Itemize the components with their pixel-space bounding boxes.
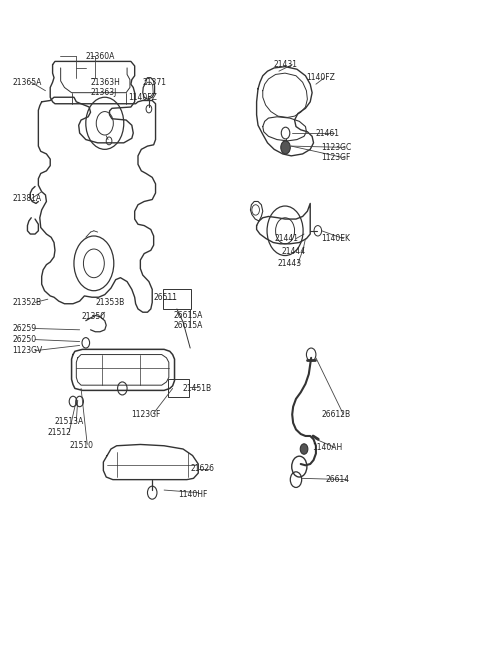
Circle shape: [300, 444, 308, 454]
Text: 26615A: 26615A: [174, 321, 203, 330]
Text: 21451B: 21451B: [182, 384, 211, 393]
Text: 26259: 26259: [12, 324, 36, 333]
Text: 21444: 21444: [282, 247, 306, 256]
Text: 1140FZ: 1140FZ: [306, 73, 336, 82]
Text: 21431: 21431: [273, 60, 297, 69]
Text: 21360A: 21360A: [86, 52, 115, 60]
Text: 21443: 21443: [277, 259, 301, 268]
Circle shape: [281, 141, 290, 154]
Text: 21441: 21441: [274, 234, 298, 243]
Text: 21510: 21510: [69, 442, 93, 450]
Text: 1140EK: 1140EK: [322, 234, 350, 243]
Text: 21513A: 21513A: [54, 417, 83, 426]
Text: 26511: 26511: [154, 293, 178, 302]
Text: 26614: 26614: [325, 475, 349, 484]
Text: 1123GF: 1123GF: [322, 153, 351, 162]
Text: 21352B: 21352B: [12, 298, 41, 307]
Text: 1123GC: 1123GC: [322, 143, 352, 152]
Text: 26612B: 26612B: [322, 410, 351, 419]
Text: 21363J: 21363J: [91, 88, 117, 97]
Text: 21626: 21626: [190, 464, 214, 473]
Text: 21461: 21461: [316, 129, 340, 137]
Text: 21353B: 21353B: [96, 298, 124, 307]
Text: 1123GV: 1123GV: [12, 346, 43, 355]
Text: 26615A: 26615A: [174, 311, 203, 320]
Text: 21365A: 21365A: [12, 78, 42, 87]
Text: 21371: 21371: [143, 78, 167, 87]
Text: 21350: 21350: [81, 312, 105, 321]
Text: 1140FZ: 1140FZ: [129, 93, 157, 102]
Text: 1140AH: 1140AH: [312, 443, 342, 451]
Text: 21363H: 21363H: [91, 78, 120, 87]
Text: 1140HF: 1140HF: [179, 490, 208, 499]
Text: 26250: 26250: [12, 335, 36, 344]
Text: 1123GF: 1123GF: [131, 410, 160, 419]
Text: 21381A: 21381A: [12, 194, 41, 203]
Text: 21512: 21512: [48, 428, 72, 437]
